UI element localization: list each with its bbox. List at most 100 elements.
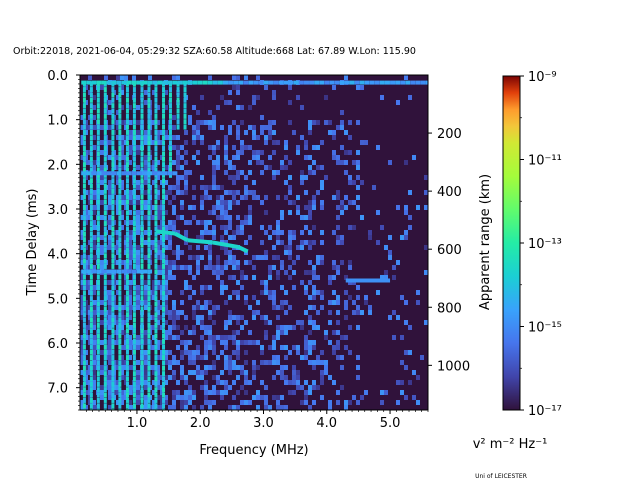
- heatmap-cell: [312, 295, 316, 300]
- heatmap-cell: [92, 335, 96, 340]
- ionospheric-trace-segment: [155, 229, 176, 236]
- ionospheric-trace-segment: [187, 238, 214, 245]
- heatmap-cell: [120, 155, 124, 160]
- heatmap-cell: [156, 370, 160, 375]
- harmonic-line-cell: [154, 365, 158, 371]
- heatmap-cell: [256, 195, 260, 200]
- heatmap-cell: [172, 390, 176, 395]
- heatmap-cell: [232, 405, 236, 410]
- heatmap-cell: [128, 345, 132, 350]
- heatmap-cell: [192, 205, 196, 210]
- heatmap-cell: [220, 205, 224, 210]
- heatmap-cell: [272, 345, 276, 350]
- heatmap-cell: [296, 320, 300, 325]
- horizontal-band-cell: [131, 269, 137, 274]
- heatmap-cell: [136, 290, 140, 295]
- heatmap-cell: [260, 225, 264, 230]
- harmonic-line-cell: [147, 108, 151, 114]
- heatmap-cell: [328, 280, 332, 285]
- heatmap-cell: [120, 325, 124, 330]
- heatmap-cell: [216, 305, 220, 310]
- heatmap-cell: [128, 405, 132, 410]
- heatmap-cell: [136, 385, 140, 390]
- heatmap-cell: [336, 205, 340, 210]
- heatmap-cell: [276, 275, 280, 280]
- heatmap-cell: [92, 145, 96, 150]
- harmonic-line-cell: [111, 237, 115, 243]
- heatmap-cell: [180, 200, 184, 205]
- heatmap-cell: [332, 345, 336, 350]
- heatmap-cell: [172, 400, 176, 405]
- harmonic-line-cell: [118, 167, 122, 173]
- heatmap-cell: [144, 375, 148, 380]
- harmonic-line-cell: [89, 349, 93, 355]
- heatmap-cell: [256, 405, 260, 410]
- heatmap-cell: [408, 380, 412, 385]
- harmonic-line-cell: [82, 349, 86, 355]
- horizontal-band-cell: [162, 80, 168, 85]
- harmonic-line-cell: [96, 140, 100, 146]
- heatmap-cell: [80, 235, 84, 240]
- heatmap-cell: [336, 235, 340, 240]
- heatmap-cell: [80, 335, 84, 340]
- heatmap-cell: [344, 300, 348, 305]
- heatmap-cell: [204, 380, 208, 385]
- heatmap-cell: [196, 220, 200, 225]
- harmonic-line-cell: [89, 226, 93, 232]
- heatmap-cell: [136, 145, 140, 150]
- harmonic-line-cell: [82, 403, 86, 409]
- harmonic-line-cell: [132, 188, 136, 194]
- harmonic-line-cell: [118, 301, 122, 307]
- heatmap-cell: [208, 405, 212, 410]
- harmonic-line-cell: [140, 349, 144, 355]
- heatmap-cell: [356, 175, 360, 180]
- heatmap-cell: [116, 95, 120, 100]
- heatmap-cell: [212, 340, 216, 345]
- heatmap-cell: [176, 145, 180, 150]
- harmonic-line-cell: [111, 328, 115, 334]
- x-tick-label: 4.0: [316, 416, 337, 431]
- heatmap-cell: [236, 365, 240, 370]
- heatmap-cell: [252, 155, 256, 160]
- heatmap-cell: [344, 345, 348, 350]
- harmonic-line-cell: [162, 253, 166, 259]
- heatmap-cell: [172, 160, 176, 165]
- heatmap-cell: [344, 315, 348, 320]
- harmonic-line-cell: [125, 253, 129, 259]
- heatmap-cell: [172, 355, 176, 360]
- heatmap-cell: [188, 205, 192, 210]
- heatmap-cell: [228, 385, 232, 390]
- horizontal-band-cell: [192, 80, 198, 85]
- harmonic-line-cell: [89, 280, 93, 286]
- harmonic-line-cell: [111, 215, 115, 221]
- heatmap-cell: [276, 405, 280, 410]
- heatmap-cell: [156, 105, 160, 110]
- heatmap-cell: [224, 225, 228, 230]
- harmonic-line-cell: [162, 194, 166, 200]
- harmonic-line-cell: [89, 392, 93, 398]
- heatmap-cell: [264, 400, 268, 405]
- harmonic-line-cell: [82, 360, 86, 366]
- harmonic-line-cell: [118, 215, 122, 221]
- x-axis: 1.0 2.0 3.0 4.0 5.0: [85, 410, 429, 431]
- harmonic-line-cell: [89, 204, 93, 210]
- heatmap-cell: [128, 290, 132, 295]
- heatmap-cell: [332, 275, 336, 280]
- harmonic-line-cell: [176, 119, 180, 125]
- harmonic-line-cell: [111, 274, 115, 280]
- harmonic-line-cell: [125, 124, 129, 130]
- heatmap-cell: [264, 140, 268, 145]
- harmonic-line-cell: [89, 221, 93, 227]
- heatmap-cell: [176, 315, 180, 320]
- harmonic-line-cell: [154, 333, 158, 339]
- heatmap-cell: [280, 395, 284, 400]
- heatmap-cell: [220, 290, 224, 295]
- heatmap-cell: [204, 365, 208, 370]
- harmonic-line-cell: [103, 210, 107, 216]
- heatmap-cell: [208, 265, 212, 270]
- heatmap-cell: [284, 375, 288, 380]
- heatmap-cell: [172, 275, 176, 280]
- harmonic-line-cell: [89, 92, 93, 98]
- heatmap-cell: [284, 325, 288, 330]
- y-tick-label: 6.0: [47, 337, 68, 352]
